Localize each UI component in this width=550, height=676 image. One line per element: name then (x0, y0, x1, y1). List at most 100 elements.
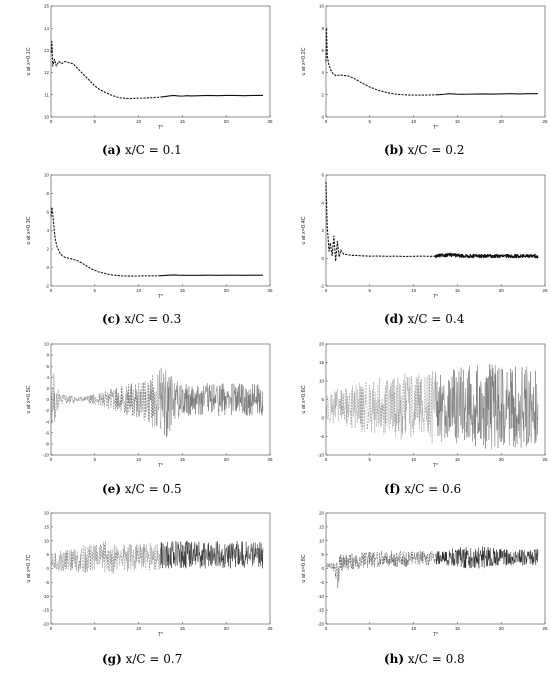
y-tick-label-g-8: 20 (44, 511, 50, 516)
series-line-e-0 (50, 370, 161, 428)
y-tick-label-g-5: 5 (46, 552, 49, 557)
y-tick-label-e-3: -4 (45, 419, 49, 424)
y-tick-label-e-7: 4 (46, 375, 49, 380)
y-tick-label-c-3: 4 (46, 228, 49, 233)
x-axis-label-c: T* (158, 294, 163, 300)
x-tick-label-c-3: 15 (180, 288, 186, 293)
x-tick-label-f-4: 20 (499, 457, 505, 462)
y-axis-label-e: u at x=0.5C (26, 385, 32, 413)
caption-tag-d: (d) (384, 312, 404, 326)
chart-panel-f: 0 5 10 15 20 25 -10 -5 0 5 10 15 20 T* u at x=0.6C (f)… (275, 338, 550, 507)
x-tick-label-d-3: 15 (455, 288, 461, 293)
x-tick-label-f-3: 15 (455, 457, 461, 462)
x-tick-label-g-5: 25 (267, 626, 273, 631)
y-tick-label-c-2: 2 (46, 247, 49, 252)
y-tick-label-g-0: -20 (42, 622, 49, 627)
series-line-f-0 (325, 371, 436, 444)
series-line-d-1 (434, 252, 539, 259)
x-tick-label-b-2: 10 (411, 119, 417, 124)
y-tick-label-g-3: -5 (45, 580, 49, 585)
x-tick-label-h-4: 20 (499, 626, 505, 631)
y-tick-label-h-6: 10 (319, 538, 325, 543)
y-axis-label-b: u at x=0.2C (301, 47, 307, 75)
x-tick-label-f-0: 0 (325, 457, 328, 462)
caption-text-e: x/C = 0.5 (124, 482, 182, 496)
chart-panel-b: 0 5 10 15 20 25 0 2 4 6 8 10 T* u at x=0.2C (b) x/C =… (275, 0, 550, 169)
x-tick-label-c-1: 5 (94, 288, 97, 293)
x-tick-label-e-2: 10 (136, 457, 142, 462)
y-tick-label-a-5: 15 (44, 4, 50, 9)
y-tick-label-e-0: -10 (42, 453, 49, 458)
plot-frame-a (50, 5, 271, 118)
x-tick-label-d-5: 25 (542, 288, 548, 293)
x-tick-label-g-4: 20 (224, 626, 230, 631)
y-axis-label-c: u at x=0.3C (26, 216, 32, 244)
x-tick-label-f-2: 10 (411, 457, 417, 462)
series-line-c-1 (160, 274, 263, 277)
x-tick-label-g-2: 10 (136, 626, 142, 631)
y-tick-label-h-8: 20 (319, 511, 325, 516)
y-tick-label-e-2: -6 (45, 430, 49, 435)
y-tick-label-b-0: 0 (321, 115, 324, 120)
y-tick-label-f-5: 15 (319, 360, 325, 365)
y-tick-label-e-6: 2 (46, 386, 49, 391)
caption-h: (h) x/C = 0.8 (384, 652, 465, 666)
caption-c: (c) x/C = 0.3 (102, 312, 181, 326)
caption-text-g: x/C = 0.7 (125, 652, 183, 666)
x-tick-label-g-1: 5 (94, 626, 97, 631)
series-line-d-0 (325, 181, 436, 262)
series-line-b-1 (435, 93, 538, 96)
y-tick-label-f-0: -10 (317, 453, 324, 458)
x-tick-label-h-0: 0 (325, 626, 328, 631)
chart-panel-e: 0 5 10 15 20 25 -10 -8 -6 -4 -2 0 2 4 6 8 10 T* u at x=0.5… (0, 338, 275, 507)
x-tick-label-h-2: 10 (411, 626, 417, 631)
caption-tag-h: (h) (384, 652, 405, 666)
caption-tag-b: (b) (384, 143, 404, 157)
caption-a: (a) x/C = 0.1 (102, 143, 182, 157)
x-tick-label-h-3: 15 (455, 626, 461, 631)
y-tick-label-b-3: 6 (321, 48, 324, 53)
x-tick-label-a-3: 15 (180, 119, 186, 124)
x-tick-label-b-1: 5 (369, 119, 372, 124)
x-tick-label-h-5: 25 (542, 626, 548, 631)
plot-frame-c (50, 174, 271, 287)
y-tick-label-e-5: 0 (46, 397, 49, 402)
plot-frame-b (325, 5, 546, 118)
y-tick-label-h-1: -15 (317, 608, 324, 613)
y-tick-label-h-0: -20 (317, 622, 324, 627)
y-tick-label-a-1: 11 (44, 92, 49, 97)
x-axis-label-a: T* (158, 125, 163, 131)
y-tick-label-g-2: -10 (42, 594, 49, 599)
y-tick-label-g-4: 0 (46, 566, 49, 571)
y-tick-label-e-10: 10 (44, 342, 50, 347)
x-tick-label-a-2: 10 (136, 119, 142, 124)
chart-panel-c: 0 5 10 15 20 25 -2 0 2 4 6 8 10 T* u at x=0.3C (c) x/C… (0, 169, 275, 338)
x-tick-label-d-0: 0 (325, 288, 328, 293)
chart-svg-b: 0 5 10 15 20 25 0 2 4 6 8 10 T* u at x=0.2C (301, 4, 548, 131)
chart-svg-g: 0 5 10 15 20 25 -20 -15 -10 -5 0 5 10 15 20 T* u at x=0.… (26, 511, 273, 638)
x-tick-label-e-5: 25 (267, 457, 273, 462)
x-tick-label-c-4: 20 (224, 288, 230, 293)
x-axis-label-b: T* (433, 125, 438, 131)
y-tick-label-c-6: 10 (44, 173, 50, 178)
y-tick-label-f-2: 0 (321, 416, 324, 421)
y-axis-label-h: u at x=0.8C (301, 554, 307, 582)
series-line-c-0 (50, 206, 161, 277)
series-line-g-1 (160, 540, 264, 569)
x-tick-label-e-3: 15 (180, 457, 186, 462)
y-tick-label-a-4: 14 (44, 26, 50, 31)
y-tick-label-h-5: 5 (321, 552, 324, 557)
caption-text-f: x/C = 0.6 (404, 482, 462, 496)
x-tick-label-b-5: 25 (542, 119, 548, 124)
caption-text-a: x/C = 0.1 (124, 143, 182, 157)
y-tick-label-h-7: 15 (319, 524, 325, 529)
x-tick-label-e-0: 0 (50, 457, 53, 462)
series-line-a-1 (160, 94, 263, 98)
y-axis-label-g: u at x=0.7C (26, 554, 32, 582)
x-tick-label-c-0: 0 (50, 288, 53, 293)
caption-text-b: x/C = 0.2 (407, 143, 465, 157)
y-tick-label-e-4: -2 (45, 408, 49, 413)
chart-panel-a: 0 5 10 15 20 25 10 11 12 13 14 15 T* u at x=0.1C (a) … (0, 0, 275, 169)
x-tick-label-b-0: 0 (325, 119, 328, 124)
